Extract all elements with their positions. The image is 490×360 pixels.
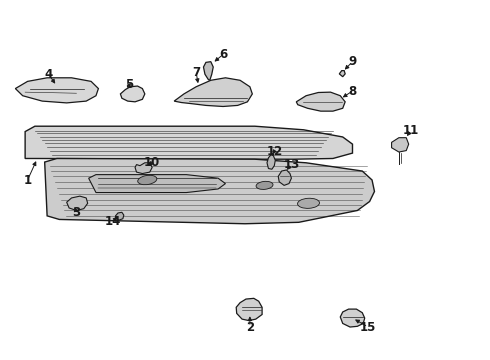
Polygon shape <box>67 196 88 211</box>
Text: 9: 9 <box>348 55 357 68</box>
Polygon shape <box>340 309 365 327</box>
Text: 15: 15 <box>360 320 376 333</box>
Polygon shape <box>121 86 145 102</box>
Polygon shape <box>267 155 275 169</box>
Text: 7: 7 <box>192 66 200 79</box>
Polygon shape <box>116 212 124 220</box>
Text: 11: 11 <box>403 124 419 137</box>
Polygon shape <box>135 163 152 174</box>
Text: 14: 14 <box>105 215 121 228</box>
Polygon shape <box>15 78 98 103</box>
Polygon shape <box>296 92 345 111</box>
Ellipse shape <box>297 198 319 208</box>
Polygon shape <box>236 298 262 320</box>
Text: 6: 6 <box>219 48 227 61</box>
Text: 3: 3 <box>73 207 80 220</box>
Ellipse shape <box>138 175 157 185</box>
Text: 8: 8 <box>348 85 357 98</box>
Text: 13: 13 <box>283 158 299 171</box>
Polygon shape <box>45 158 374 224</box>
Text: 1: 1 <box>24 174 32 186</box>
Polygon shape <box>392 138 409 152</box>
Text: 4: 4 <box>45 68 53 81</box>
Polygon shape <box>203 62 213 80</box>
Polygon shape <box>25 126 352 159</box>
Polygon shape <box>89 175 225 193</box>
Polygon shape <box>339 71 345 77</box>
Polygon shape <box>278 170 292 185</box>
Text: 10: 10 <box>144 156 160 169</box>
Text: 12: 12 <box>266 145 282 158</box>
Ellipse shape <box>256 181 273 189</box>
Polygon shape <box>174 78 252 107</box>
Text: 5: 5 <box>124 78 133 91</box>
Text: 2: 2 <box>246 320 254 333</box>
